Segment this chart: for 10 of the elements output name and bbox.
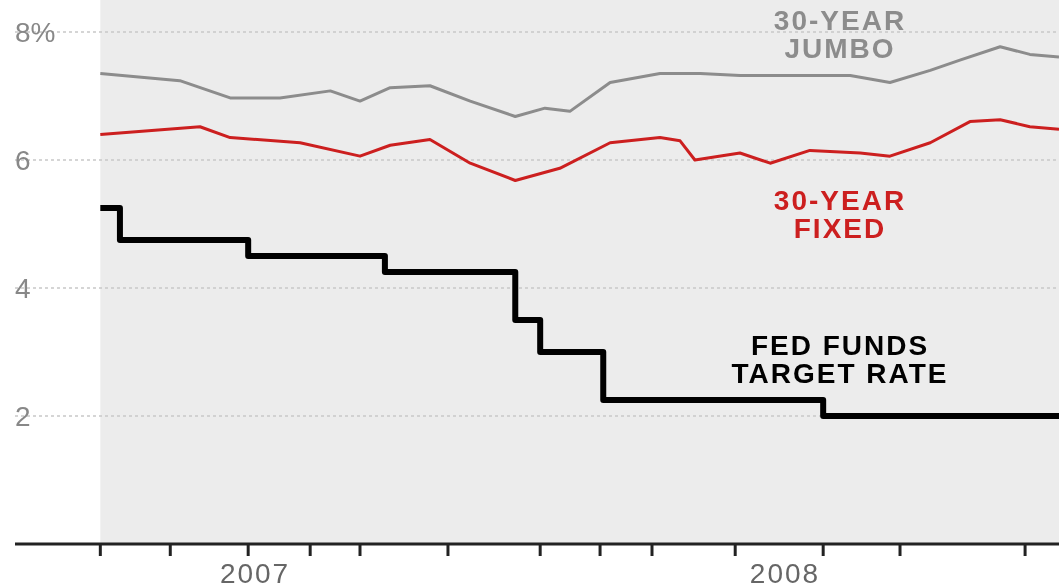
series-label: 30-YEAR FIXED: [773, 185, 907, 244]
x-tick-label: 2007: [219, 558, 291, 585]
series-label: FED FUNDS TARGET RATE: [731, 330, 949, 389]
y-tick-label: 8%: [15, 17, 56, 48]
line-series: [98, 118, 1059, 182]
y-tick-label: 4: [15, 273, 31, 304]
y-tick-label: 6: [15, 145, 31, 176]
x-tick-label: 2008: [749, 558, 821, 585]
y-tick-label: 2: [15, 401, 31, 432]
series-label: 30-YEAR JUMBO: [773, 5, 907, 64]
